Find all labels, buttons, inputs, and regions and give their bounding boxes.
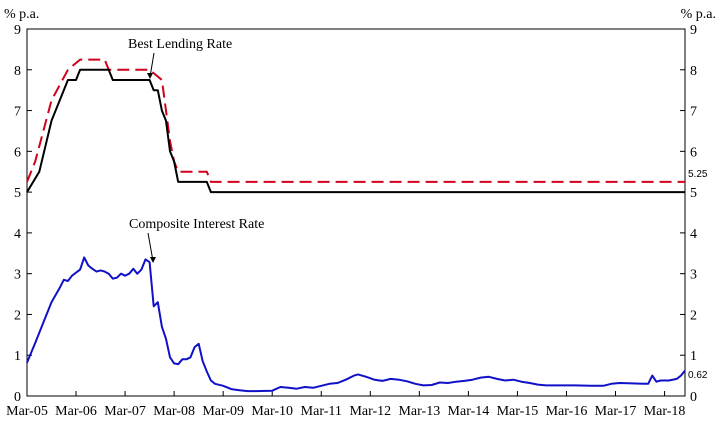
plot-area-frame — [26, 28, 686, 397]
right-y-tick-label: 4 — [690, 227, 697, 242]
right-y-tick-label: 6 — [690, 145, 697, 160]
right-axis-unit: % p.a. — [681, 7, 716, 22]
left-y-tick-label: 9 — [14, 23, 21, 38]
left-y-tick-label: 4 — [14, 227, 21, 242]
x-tick-label: Mar-15 — [497, 404, 539, 419]
x-tick-label: Mar-09 — [202, 404, 244, 419]
series-line-blr_upper — [26, 58, 685, 183]
x-tick-label: Mar-16 — [546, 404, 588, 419]
x-tick-label: Mar-07 — [104, 404, 146, 419]
x-tick-label: Mar-05 — [6, 404, 48, 419]
series-line-blr_lower — [26, 68, 685, 194]
left-y-axis: 0 1 2 3 4 5 6 7 8 9 — [14, 23, 32, 405]
left-y-tick-label: 6 — [14, 145, 21, 160]
x-tick-label: Mar-12 — [349, 404, 391, 419]
left-y-tick-label: 7 — [14, 105, 21, 120]
x-tick-label: Mar-06 — [55, 404, 97, 419]
right-y-tick-label: 5 — [690, 186, 697, 201]
x-tick-label: Mar-14 — [448, 404, 490, 419]
composite-interest-rate-annotation: Composite Interest Rate — [129, 217, 264, 232]
x-tick-label: Mar-13 — [398, 404, 440, 419]
composite-rate-arrowhead — [150, 257, 156, 263]
x-tick-label: Mar-18 — [644, 404, 686, 419]
right-y-tick-label: 8 — [690, 64, 697, 79]
x-tick-label: Mar-11 — [301, 404, 342, 419]
x-tick-label: Mar-08 — [153, 404, 195, 419]
series-line-composite — [26, 256, 686, 393]
composite-rate-pointer — [147, 232, 154, 262]
right-y-tick-label: 9 — [690, 23, 697, 38]
series-layer — [26, 58, 686, 393]
left-y-tick-label: 3 — [14, 268, 21, 283]
x-tick-label: Mar-10 — [251, 404, 293, 419]
right-y-axis: 0 1 2 3 4 5 6 7 8 9 — [680, 23, 697, 405]
best-lending-rate-arrowhead — [147, 73, 153, 79]
best-lending-rate-annotation: Best Lending Rate — [128, 37, 232, 52]
left-y-tick-label: 1 — [14, 349, 21, 364]
left-y-tick-label: 2 — [14, 308, 21, 323]
right-y-tick-label: 2 — [690, 308, 697, 323]
left-y-tick-label: 5 — [14, 186, 21, 201]
left-axis-unit: % p.a. — [4, 7, 39, 22]
right-y-tick-label: 0 — [690, 390, 697, 405]
x-axis: Mar-05 Mar-06 Mar-07 Mar-08 Mar-09 Mar-10 Mar-… — [6, 391, 686, 419]
right-y-tick-label: 3 — [690, 268, 697, 283]
left-y-tick-label: 8 — [14, 64, 21, 79]
end-label-blr: 5.25 — [688, 169, 708, 180]
x-tick-label: Mar-17 — [595, 404, 637, 419]
end-label-composite: 0.62 — [688, 370, 708, 381]
right-y-tick-label: 1 — [690, 349, 697, 364]
left-y-tick-label: 0 — [14, 390, 21, 405]
right-y-tick-label: 7 — [690, 105, 697, 120]
